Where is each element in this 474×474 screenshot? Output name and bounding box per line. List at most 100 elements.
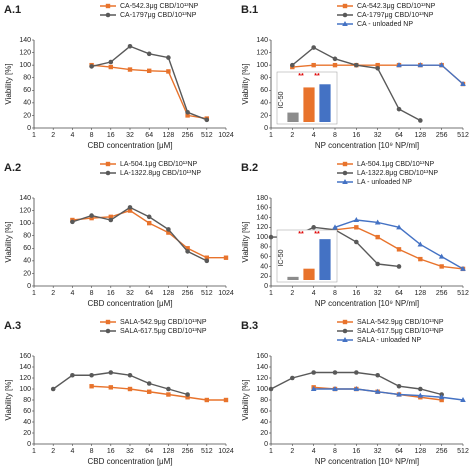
panel-title: B.2 [241,162,258,174]
x-axis-label: NP concentration [10⁹ NP/ml] [315,299,419,308]
x-tick-label: 64 [145,132,153,139]
series-line [91,64,207,120]
x-tick-label: 2 [51,448,55,455]
marker [146,214,152,220]
y-tick-label: 80 [23,233,31,240]
legend-marker [105,170,111,176]
x-tick-label: 32 [374,132,382,139]
y-tick-label: 120 [19,207,31,214]
marker [311,45,316,50]
series-line [313,388,464,401]
legend-label: LA-1322.8μg CBD/10¹³NP [357,170,438,177]
x-tick-label: 1024 [218,290,234,297]
marker [108,59,114,65]
marker [223,255,229,260]
x-tick-label: 128 [163,448,175,455]
marker [396,62,402,68]
marker [185,109,190,115]
legend-label: LA - unloaded NP [357,179,412,186]
y-axis-label: Viability [%] [241,63,250,104]
y-tick-label: 140 [256,37,268,44]
marker [332,56,338,62]
y-tick-label: 160 [256,205,268,212]
marker [127,43,133,49]
marker [439,397,444,403]
marker [70,372,75,378]
legend-label: LA-1322.8μg CBD/10¹³NP [120,170,201,177]
x-tick-label: 1024 [218,448,234,455]
y-tick-label: 80 [260,397,268,404]
marker [185,246,190,251]
x-tick-label: 1 [269,448,273,455]
x-tick-label: 32 [374,290,382,297]
series-line [313,226,464,270]
marker [127,205,133,210]
inset-bar [303,87,315,122]
marker [166,55,171,60]
y-tick-label: 20 [23,112,31,119]
marker [438,253,445,259]
marker [147,389,152,394]
marker [418,256,423,262]
marker [127,372,133,378]
marker [166,227,171,232]
marker [89,213,94,218]
y-tick-label: 120 [256,224,268,231]
x-tick-label: 128 [163,132,175,139]
y-tick-label: 80 [23,75,31,82]
x-tick-label: 32 [126,448,134,455]
series-line [91,385,226,401]
marker [353,217,360,222]
significance: ** [314,73,320,80]
x-tick-label: 4 [70,290,74,297]
legend-label: CA-1797μg CBD/10¹³NP [357,12,434,19]
marker [290,62,295,68]
legend-marker [342,170,348,176]
marker [311,225,316,230]
x-tick-label: 16 [107,290,115,297]
legend-marker [342,12,348,18]
marker [354,370,359,375]
marker [354,225,359,230]
marker [89,215,94,221]
legend-marker [342,319,348,325]
y-tick-label: 120 [256,375,268,382]
inset-bar [287,276,299,280]
legend-label: LA-504.1μg CBD/10¹³NP [120,161,198,168]
marker [185,395,190,400]
x-tick-label: 1 [32,290,36,297]
legend-marker [105,3,111,9]
marker [268,386,274,392]
legend-label: SALA-617.5μg CBD/10¹³NP [120,328,207,335]
marker [89,64,94,69]
marker [332,224,338,230]
panel-title: A.3 [4,320,21,332]
marker [108,64,113,70]
y-tick-label: 80 [23,397,31,404]
marker [204,397,209,403]
x-tick-label: 256 [182,448,194,455]
y-tick-label: 140 [256,364,268,371]
y-tick-label: 140 [19,37,31,44]
marker [332,386,338,391]
marker [108,214,113,220]
y-tick-label: 0 [264,125,268,132]
x-tick-label: 64 [395,132,403,139]
y-tick-label: 20 [260,430,268,437]
marker [70,219,75,225]
significance: ** [298,231,304,238]
y-tick-label: 80 [260,244,268,251]
x-tick-label: 128 [414,448,426,455]
marker [223,397,229,403]
legend-label: SALA-617.5μg CBD/10¹³NP [357,328,444,335]
marker [396,106,402,112]
inset-label: IC-50 [278,249,285,266]
x-tick-label: 32 [374,448,382,455]
x-tick-label: 2 [290,132,294,139]
series-line [91,45,208,121]
y-tick-label: 140 [19,364,31,371]
legend-marker [342,328,348,334]
x-tick-label: 16 [352,290,360,297]
marker [438,62,445,68]
x-tick-label: 1 [32,132,36,139]
